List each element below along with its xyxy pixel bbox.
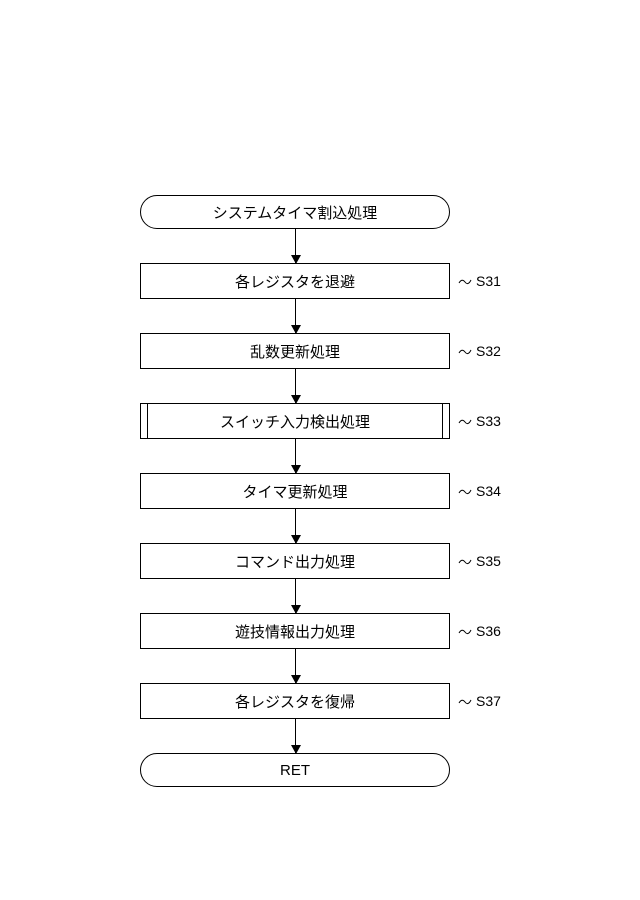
process-s34-text: タイマ更新処理 [242, 481, 347, 502]
process-s31-text: 各レジスタを退避 [235, 271, 355, 292]
step-label-s37: S37 [458, 693, 501, 709]
arrow-7 [295, 719, 296, 753]
step-label-s36-text: S36 [476, 623, 501, 639]
tilde-icon [458, 484, 472, 498]
start-terminator: システムタイマ割込処理 [140, 195, 450, 229]
arrow-2 [295, 369, 296, 403]
process-s31: 各レジスタを退避 [140, 263, 450, 299]
tilde-icon [458, 414, 472, 428]
step-label-s32: S32 [458, 343, 501, 359]
arrow-0 [295, 229, 296, 263]
predef-s33: スイッチ入力検出処理 [140, 403, 450, 439]
tilde-icon [458, 274, 472, 288]
end-terminator: RET [140, 753, 450, 787]
process-s37-text: 各レジスタを復帰 [235, 691, 355, 712]
arrow-3 [295, 439, 296, 473]
end-terminator-text: RET [280, 762, 310, 779]
process-s34: タイマ更新処理 [140, 473, 450, 509]
arrow-6 [295, 649, 296, 683]
step-label-s33: S33 [458, 413, 501, 429]
arrow-4 [295, 509, 296, 543]
step-label-s36: S36 [458, 623, 501, 639]
tilde-icon [458, 344, 472, 358]
predef-s33-text: スイッチ入力検出処理 [220, 411, 370, 432]
arrow-1 [295, 299, 296, 333]
process-s37: 各レジスタを復帰 [140, 683, 450, 719]
process-s36-text: 遊技情報出力処理 [235, 621, 355, 642]
arrow-5 [295, 579, 296, 613]
step-label-s33-text: S33 [476, 413, 501, 429]
step-label-s37-text: S37 [476, 693, 501, 709]
step-label-s34: S34 [458, 483, 501, 499]
step-label-s31-text: S31 [476, 273, 501, 289]
step-label-s34-text: S34 [476, 483, 501, 499]
tilde-icon [458, 694, 472, 708]
start-terminator-text: システムタイマ割込処理 [213, 202, 378, 223]
process-s36: 遊技情報出力処理 [140, 613, 450, 649]
tilde-icon [458, 554, 472, 568]
step-label-s35-text: S35 [476, 553, 501, 569]
process-s32: 乱数更新処理 [140, 333, 450, 369]
process-s32-text: 乱数更新処理 [250, 341, 340, 362]
step-label-s32-text: S32 [476, 343, 501, 359]
process-s35-text: コマンド出力処理 [235, 551, 355, 572]
step-label-s35: S35 [458, 553, 501, 569]
process-s35: コマンド出力処理 [140, 543, 450, 579]
flowchart-canvas: { "layout": { "canvas": { "width": 640, … [0, 0, 640, 900]
tilde-icon [458, 624, 472, 638]
step-label-s31: S31 [458, 273, 501, 289]
